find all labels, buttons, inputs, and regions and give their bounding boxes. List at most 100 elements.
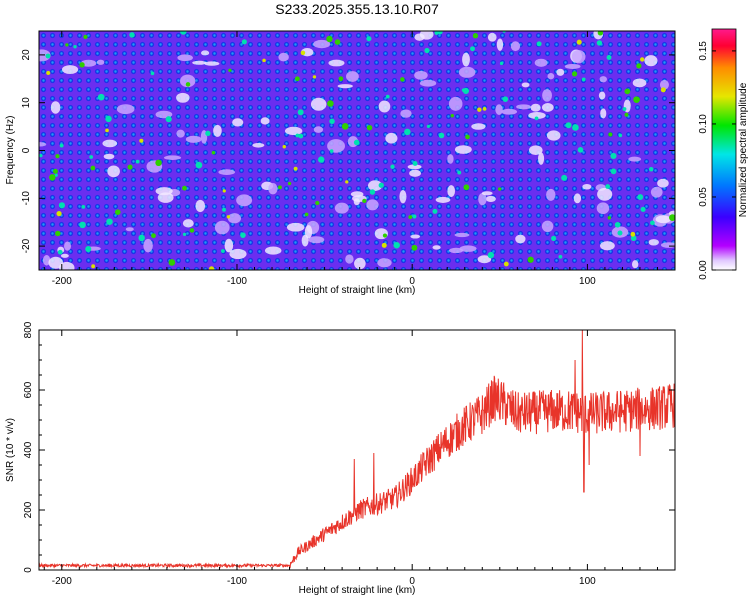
spectrogram-peak [527, 256, 534, 263]
spectrogram-gap [447, 185, 456, 198]
spectrogram-hot-peak [46, 70, 51, 76]
spectrogram-peak [393, 241, 400, 249]
spectrogram-peak [79, 221, 86, 229]
spectrogram-peak [55, 230, 61, 237]
top-y-ticks: -20 -10 0 10 20 [21, 49, 675, 253]
spectrogram-peak [561, 174, 568, 181]
spectrogram-gap [236, 194, 253, 207]
spectrogram-gap [260, 117, 270, 125]
spectrogram-peak [114, 209, 121, 215]
spectrogram-hot-peak [56, 210, 62, 217]
spectrogram-hot-peak [208, 266, 215, 270]
spectrogram-gap [304, 225, 313, 239]
spectrogram-peak [434, 31, 439, 35]
spectrogram-peak [470, 46, 475, 52]
spectrogram-peak [57, 249, 63, 255]
spectrogram-gap [143, 238, 153, 253]
spectrogram-gap [367, 180, 383, 191]
colorbar-tick-label: 0.10 [698, 114, 709, 134]
spectrogram-peak [315, 200, 320, 206]
spectrogram-peak [497, 187, 502, 191]
spectrogram-gap [530, 103, 541, 112]
spectrogram-hot-peak [345, 180, 349, 184]
spectrogram-gap [556, 68, 565, 76]
spectrogram-gap [495, 104, 503, 116]
spectrogram-peak [298, 133, 304, 139]
spectrogram-gap [350, 191, 364, 198]
spectrogram-gap [163, 155, 182, 160]
spectrogram-gap [599, 76, 608, 83]
spectrogram-hot-peak [503, 261, 509, 267]
spectrogram-peak [572, 124, 579, 131]
spectrogram-peak [472, 33, 479, 39]
spectrogram-gap [346, 71, 359, 82]
spectrogram-peak [551, 235, 557, 241]
spectrogram-peak [83, 34, 88, 40]
spectrogram-blobs [39, 31, 675, 270]
spectrogram-peak [400, 77, 405, 82]
spectrogram-hot-peak [105, 128, 109, 133]
top-y-tick-label: 0 [21, 147, 32, 153]
spectrogram-peak [220, 249, 225, 253]
spectrogram-gap [182, 219, 194, 228]
spectrogram-peak [630, 235, 637, 242]
colorbar-tick-label: 0.00 [698, 260, 709, 280]
spectrogram-gap [96, 59, 105, 65]
top-y-tick-label: -20 [21, 238, 32, 253]
spectrogram-peak [624, 112, 629, 117]
snr-series-line [39, 330, 675, 570]
spectrogram-peak [180, 31, 187, 35]
spectrogram-peak [412, 161, 418, 166]
spectrogram-peak [49, 174, 56, 181]
spectrogram-gap [477, 255, 492, 264]
spectrogram-gap [286, 222, 305, 232]
spectrogram-peak [170, 261, 175, 266]
spectrogram-gap [598, 91, 606, 100]
bottom-x-tick-label: 100 [579, 576, 596, 587]
top-x-tick-label: 100 [579, 276, 596, 287]
spectrogram-gap [459, 245, 477, 252]
spectrogram-gap [487, 32, 497, 42]
spectrogram-gap [538, 152, 545, 165]
spectrogram-gap [116, 104, 135, 115]
spectrogram-peak [189, 228, 195, 233]
spectrogram-hot-peak [91, 264, 96, 269]
spectrogram-hot-peak [293, 166, 298, 171]
spectrogram-peak [408, 215, 413, 219]
spectrogram-peak [565, 122, 572, 129]
spectrogram-gap [409, 169, 421, 177]
spectrogram-peak [127, 164, 133, 170]
spectrogram-peak [97, 93, 105, 101]
spectrogram-gap [547, 73, 555, 80]
spectrogram-gap [284, 126, 303, 136]
spectrogram-peak [55, 154, 60, 159]
spectrogram-peak [614, 221, 621, 228]
spectrogram-gap [354, 257, 366, 270]
spectrogram-peak [412, 214, 417, 219]
spectrogram-peak [457, 170, 462, 175]
spectrogram-gap [655, 215, 671, 224]
bottom-y-tick-label: 0 [23, 567, 34, 573]
spectrogram-gap [308, 236, 325, 244]
spectrogram-gap [214, 220, 230, 235]
spectrogram-gap [448, 96, 463, 111]
spectrogram-gap [64, 241, 72, 251]
spectrogram-gap [213, 124, 222, 137]
spectrogram-peak [558, 254, 563, 259]
spectrogram-peak [295, 133, 300, 138]
spectrogram-gap [410, 234, 421, 239]
spectrogram-peak [329, 118, 335, 124]
spectrogram-peak [622, 107, 627, 111]
spectrogram-peak [499, 61, 504, 66]
bottom-y-tick-label: 600 [23, 381, 34, 398]
spectrogram-gap [107, 165, 120, 178]
spectrogram-peak [607, 216, 611, 220]
top-y-tick-label: -10 [21, 191, 32, 206]
spectrogram-gap [481, 191, 493, 196]
spectrogram-gap [485, 195, 496, 203]
spectrogram-peak [294, 76, 300, 82]
spectrogram-peak [241, 39, 247, 45]
spectrogram-gap [546, 188, 556, 201]
spectrogram-peak [106, 218, 113, 225]
spectrogram-gap [515, 234, 526, 244]
